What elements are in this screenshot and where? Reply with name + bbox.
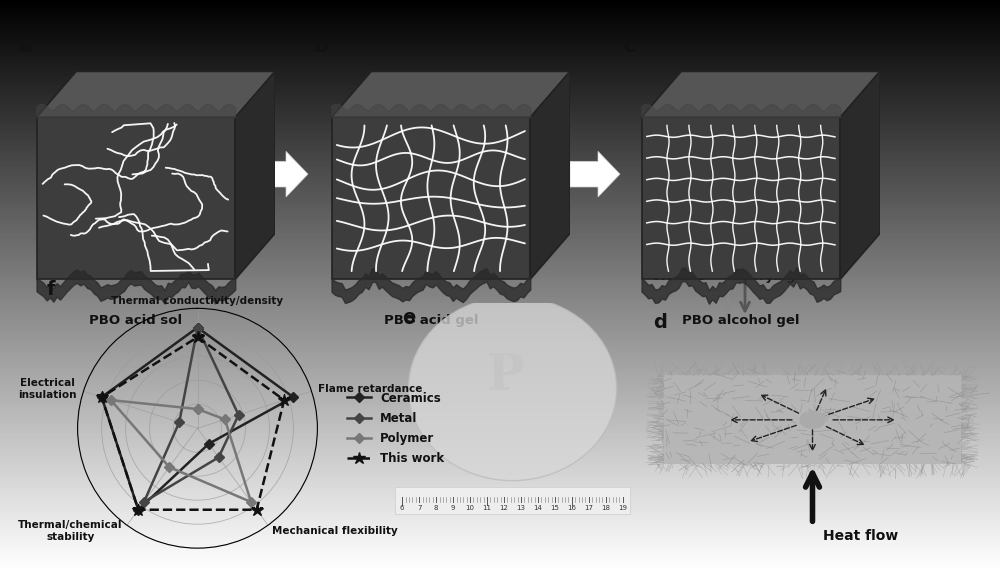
Polygon shape <box>332 117 530 279</box>
Circle shape <box>800 412 825 428</box>
Text: P: P <box>486 352 524 401</box>
Polygon shape <box>36 117 235 279</box>
Text: Heat flow: Heat flow <box>823 529 898 543</box>
Text: b: b <box>313 37 328 57</box>
Polygon shape <box>530 71 570 279</box>
Text: Thermal conductivity/density: Thermal conductivity/density <box>111 296 284 306</box>
Text: Electrical
insulation: Electrical insulation <box>18 378 77 400</box>
Polygon shape <box>332 71 570 117</box>
Polygon shape <box>395 486 630 514</box>
Polygon shape <box>663 376 962 464</box>
Polygon shape <box>235 71 275 279</box>
Text: 17: 17 <box>584 505 593 511</box>
Text: 8: 8 <box>434 505 438 511</box>
Text: 19: 19 <box>618 505 627 511</box>
Text: c: c <box>623 37 635 57</box>
Text: 13: 13 <box>516 505 525 511</box>
Polygon shape <box>642 71 880 117</box>
Polygon shape <box>642 117 840 279</box>
Text: Flame retardance: Flame retardance <box>318 384 423 394</box>
Text: PBO acid sol: PBO acid sol <box>89 315 182 327</box>
Text: Mechanical flexibility: Mechanical flexibility <box>272 526 398 536</box>
Text: d: d <box>653 313 667 332</box>
Text: e: e <box>402 308 416 327</box>
Text: PBO acid gel: PBO acid gel <box>384 315 478 327</box>
Polygon shape <box>570 151 620 197</box>
Text: f: f <box>46 280 55 299</box>
Text: 15: 15 <box>550 505 559 511</box>
Text: 12: 12 <box>500 505 508 511</box>
Text: 16: 16 <box>567 505 576 511</box>
Text: a: a <box>18 37 32 57</box>
Ellipse shape <box>408 296 617 481</box>
Text: 18: 18 <box>601 505 610 511</box>
Text: Thermal/chemical
stability: Thermal/chemical stability <box>18 520 123 542</box>
Text: Drying: Drying <box>750 271 796 283</box>
Text: PBO alcohol gel: PBO alcohol gel <box>682 315 800 327</box>
Text: 0.6 kPa: 0.6 kPa <box>652 271 704 283</box>
Text: 14: 14 <box>534 505 542 511</box>
Legend: Ceramics, Metal, Polymer, This work: Ceramics, Metal, Polymer, This work <box>342 387 449 469</box>
Polygon shape <box>36 71 275 117</box>
Text: 9: 9 <box>451 505 455 511</box>
Text: 7: 7 <box>417 505 421 511</box>
Polygon shape <box>840 71 880 279</box>
Polygon shape <box>258 151 308 197</box>
Text: 6: 6 <box>400 505 404 511</box>
Text: 10: 10 <box>466 505 475 511</box>
Text: 11: 11 <box>483 505 492 511</box>
